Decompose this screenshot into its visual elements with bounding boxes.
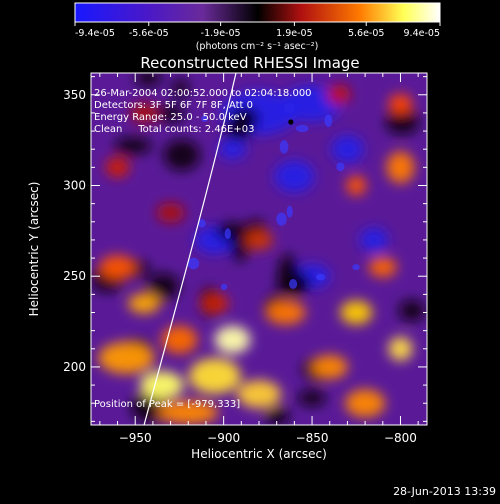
- y-axis-ticks: [91, 76, 427, 422]
- x-tick-label: −850: [296, 431, 329, 445]
- annotation-peak-position: Position of Peak = [-979,333]: [94, 399, 240, 410]
- x-axis-ticks: [99, 73, 419, 425]
- colorbar-units: (photons cm⁻² s⁻¹ asec⁻²): [196, 41, 319, 52]
- chart-title: Reconstructed RHESSI Image: [140, 54, 359, 72]
- x-axis-tick-labels: −950 −900 −850 −800: [119, 431, 417, 445]
- footer-date: 28-Jun-2013 13:39: [393, 485, 496, 498]
- colorbar-tick-label: -9.4e-05: [75, 28, 115, 39]
- y-tick-label: 350: [63, 88, 86, 102]
- annotation-clean-counts: Clean Total counts: 2.46E+03: [94, 124, 254, 135]
- colorbar-tick-label: 9.4e-05: [404, 28, 440, 39]
- annotation-detectors: Detectors: 3F 5F 6F 7F 8F, Att 0: [94, 100, 253, 111]
- colorbar-tick-label: 1.9e-05: [276, 28, 312, 39]
- x-tick-label: −950: [119, 431, 152, 445]
- y-tick-label: 250: [63, 269, 86, 283]
- solar-limb-line: [143, 73, 237, 425]
- y-tick-label: 200: [63, 360, 86, 374]
- y-tick-label: 300: [63, 178, 86, 192]
- colorbar-ticks: [74, 22, 441, 26]
- annotation-block: 26-Mar-2004 02:00:52.000 to 02:04:18.000…: [94, 88, 312, 410]
- colorbar-tick-label: -5.6e-05: [129, 28, 169, 39]
- colorbar-tick-label: -1.9e-05: [201, 28, 241, 39]
- colorbar-tick-label: 5.6e-05: [348, 28, 384, 39]
- annotation-time-range: 26-Mar-2004 02:00:52.000 to 02:04:18.000: [94, 88, 312, 99]
- colorbar-tick-labels: -9.4e-05 -5.6e-05 -1.9e-05 1.9e-05 5.6e-05 9.…: [75, 28, 440, 39]
- y-axis-tick-labels: 200 250 300 350: [63, 88, 86, 374]
- annotation-energy-range: Energy Range: 25.0 - 50.0 keV: [94, 112, 247, 123]
- x-axis-label: Heliocentric X (arcsec): [191, 447, 327, 461]
- y-axis-label: Heliocentric Y (arcsec): [27, 182, 41, 317]
- colorbar: [74, 2, 441, 23]
- x-tick-label: −800: [384, 431, 417, 445]
- heatmap-image: [91, 73, 427, 425]
- x-tick-label: −900: [207, 431, 240, 445]
- peak-marker: [288, 119, 294, 125]
